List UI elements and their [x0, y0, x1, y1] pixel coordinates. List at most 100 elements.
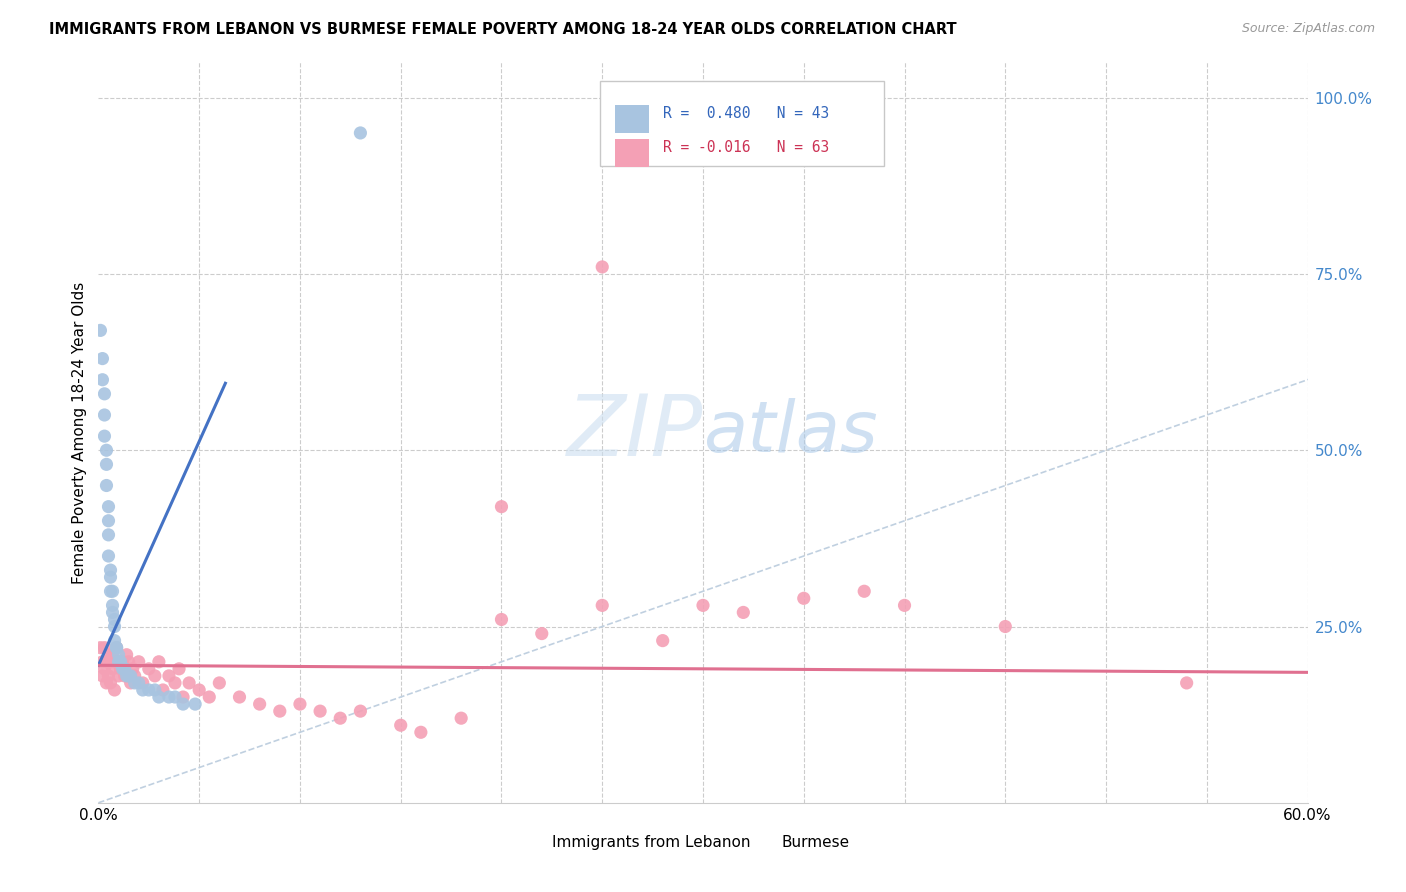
Point: [97, 648, 120, 662]
Point: [111, 662, 134, 676]
Point: [188, 683, 211, 698]
Point: [107, 648, 129, 662]
Point: [329, 711, 352, 725]
Point: [107, 655, 129, 669]
Point: [349, 126, 371, 140]
Point: [96, 676, 118, 690]
Point: [105, 640, 128, 655]
Point: [172, 697, 194, 711]
Point: [115, 669, 138, 683]
Point: [128, 655, 150, 669]
FancyBboxPatch shape: [614, 139, 648, 168]
Point: [93, 429, 115, 443]
Point: [97, 500, 120, 514]
Point: [1175, 676, 1198, 690]
Point: [110, 655, 132, 669]
Point: [269, 704, 291, 718]
Point: [994, 619, 1017, 633]
Point: [89, 640, 111, 655]
FancyBboxPatch shape: [614, 105, 648, 133]
Point: [179, 676, 201, 690]
Point: [124, 676, 146, 690]
Point: [111, 655, 134, 669]
Point: [93, 662, 115, 676]
Point: [124, 669, 146, 683]
Point: [91, 373, 114, 387]
Point: [157, 669, 180, 683]
Point: [118, 669, 141, 683]
Point: [288, 697, 311, 711]
Point: [163, 690, 186, 704]
Point: [249, 697, 271, 711]
Point: [101, 606, 124, 620]
Point: [114, 662, 136, 676]
Point: [103, 612, 125, 626]
Ellipse shape: [517, 832, 538, 853]
Point: [138, 683, 160, 698]
Point: [128, 676, 150, 690]
Point: [409, 725, 432, 739]
Point: [167, 662, 190, 676]
Text: Immigrants from Lebanon: Immigrants from Lebanon: [551, 835, 751, 850]
Y-axis label: Female Poverty Among 18-24 Year Olds: Female Poverty Among 18-24 Year Olds: [72, 282, 87, 583]
Point: [893, 599, 915, 613]
Point: [101, 662, 124, 676]
Point: [107, 669, 129, 683]
Point: [198, 690, 221, 704]
Point: [89, 323, 111, 337]
Point: [115, 648, 138, 662]
Point: [107, 655, 129, 669]
Point: [105, 640, 128, 655]
Point: [530, 626, 553, 640]
Point: [120, 669, 142, 683]
Point: [172, 690, 194, 704]
Point: [138, 662, 160, 676]
Point: [389, 718, 412, 732]
Ellipse shape: [747, 832, 768, 853]
Point: [101, 584, 124, 599]
Point: [853, 584, 876, 599]
Point: [91, 351, 114, 366]
Point: [208, 676, 231, 690]
Point: [118, 655, 141, 669]
Point: [114, 669, 136, 683]
Point: [96, 458, 118, 472]
Point: [450, 711, 472, 725]
Point: [163, 676, 186, 690]
Point: [100, 676, 122, 690]
Text: Burmese: Burmese: [782, 835, 849, 850]
Point: [120, 676, 142, 690]
Point: [97, 528, 120, 542]
Point: [121, 662, 143, 676]
Point: [100, 655, 122, 669]
Point: [793, 591, 815, 606]
Point: [228, 690, 250, 704]
Point: [96, 443, 118, 458]
Point: [733, 606, 755, 620]
Point: [97, 514, 120, 528]
Point: [110, 662, 132, 676]
Text: atlas: atlas: [703, 398, 877, 467]
Point: [491, 612, 513, 626]
Point: [97, 549, 120, 563]
Point: [97, 669, 120, 683]
Point: [143, 683, 166, 698]
Text: R = -0.016   N = 63: R = -0.016 N = 63: [664, 140, 830, 155]
Point: [100, 584, 122, 599]
Point: [152, 683, 174, 698]
Point: [651, 633, 673, 648]
Point: [93, 640, 115, 655]
Point: [91, 655, 114, 669]
Point: [148, 655, 170, 669]
Point: [100, 563, 122, 577]
Point: [105, 640, 128, 655]
Point: [591, 260, 613, 274]
Point: [91, 669, 114, 683]
Point: [96, 478, 118, 492]
Point: [692, 599, 714, 613]
Point: [132, 683, 155, 698]
Point: [591, 599, 613, 613]
Text: IMMIGRANTS FROM LEBANON VS BURMESE FEMALE POVERTY AMONG 18-24 YEAR OLDS CORRELAT: IMMIGRANTS FROM LEBANON VS BURMESE FEMAL…: [49, 22, 957, 37]
Point: [93, 387, 115, 401]
Point: [103, 633, 125, 648]
